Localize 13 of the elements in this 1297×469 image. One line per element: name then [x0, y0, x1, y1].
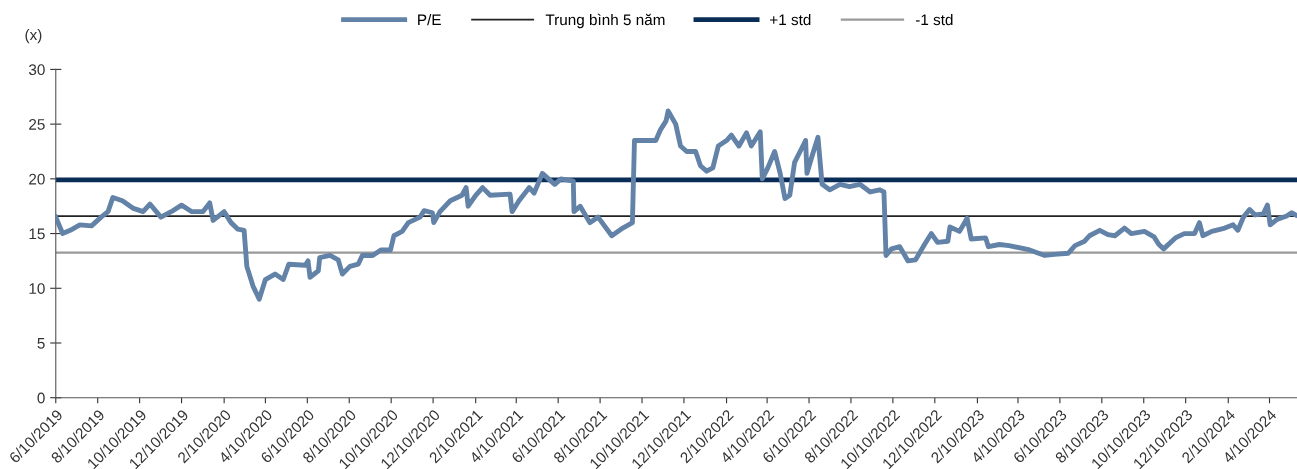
y-tick-label: 5 — [37, 338, 45, 349]
line-series — [55, 108, 1297, 302]
y-axis-title: (x) — [25, 28, 42, 44]
legend-label: -1 std — [915, 13, 953, 26]
legend-label: Trung bình 5 năm — [545, 13, 665, 29]
legend-label: +1 std — [770, 13, 811, 26]
y-tick-label: 20 — [29, 173, 45, 185]
y-tick-label: 0 — [37, 392, 45, 404]
y-tick-label: 10 — [29, 283, 45, 294]
y-tick-label: 25 — [29, 119, 45, 130]
legend-label: P/E — [418, 13, 441, 26]
y-tick-label: 15 — [29, 228, 45, 240]
y-tick-label: 30 — [28, 64, 45, 76]
